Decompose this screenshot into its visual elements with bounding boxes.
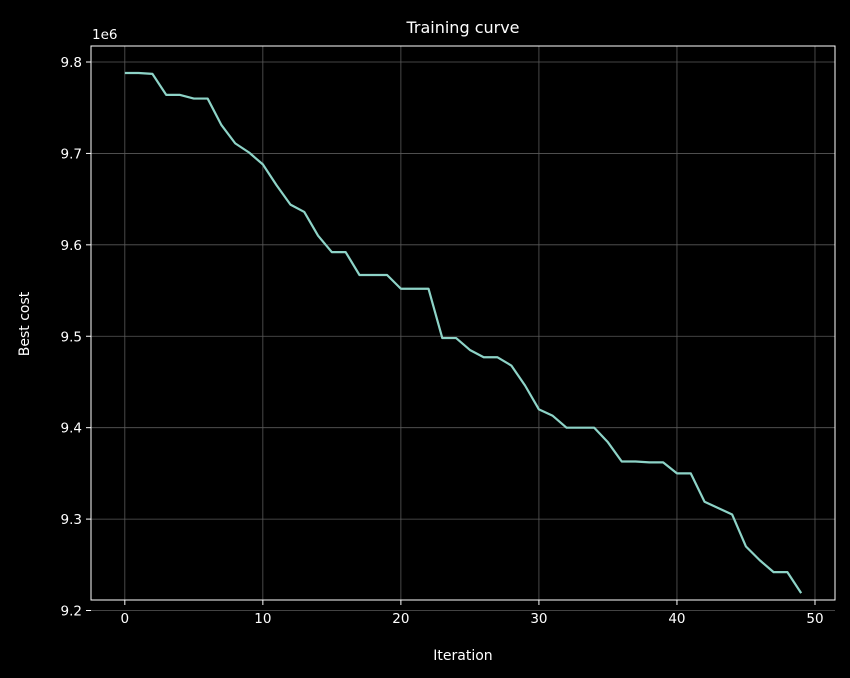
best-cost-series-line <box>124 71 803 594</box>
y-tick-label: 9.6 <box>61 238 82 254</box>
chart-title: Training curve <box>405 18 519 37</box>
y-axis-offset-label: 1e6 <box>92 27 117 43</box>
y-tick-label: 9.4 <box>61 421 82 437</box>
x-axis-label: Iteration <box>433 648 492 664</box>
x-tick-label: 20 <box>392 611 409 627</box>
grid <box>91 46 835 611</box>
x-tick-label: 10 <box>254 611 271 627</box>
x-tick-label: 50 <box>806 611 823 627</box>
x-tick-label: 0 <box>121 611 130 627</box>
y-tick-label: 9.5 <box>61 329 82 345</box>
y-tick-label: 9.2 <box>61 604 82 620</box>
y-tick-label: 9.7 <box>61 146 82 162</box>
x-axis: 0 10 20 30 40 50 <box>121 600 824 627</box>
y-axis-label: Best cost <box>17 291 33 356</box>
plot-frame <box>90 45 836 601</box>
x-tick-label: 40 <box>668 611 685 627</box>
x-tick-label: 30 <box>530 611 547 627</box>
y-tick-label: 9.8 <box>61 55 82 71</box>
y-tick-label: 9.3 <box>61 512 82 528</box>
y-axis: 9.2 9.3 9.4 9.5 9.6 9.7 9.8 <box>61 55 91 620</box>
series-layer <box>124 71 803 594</box>
